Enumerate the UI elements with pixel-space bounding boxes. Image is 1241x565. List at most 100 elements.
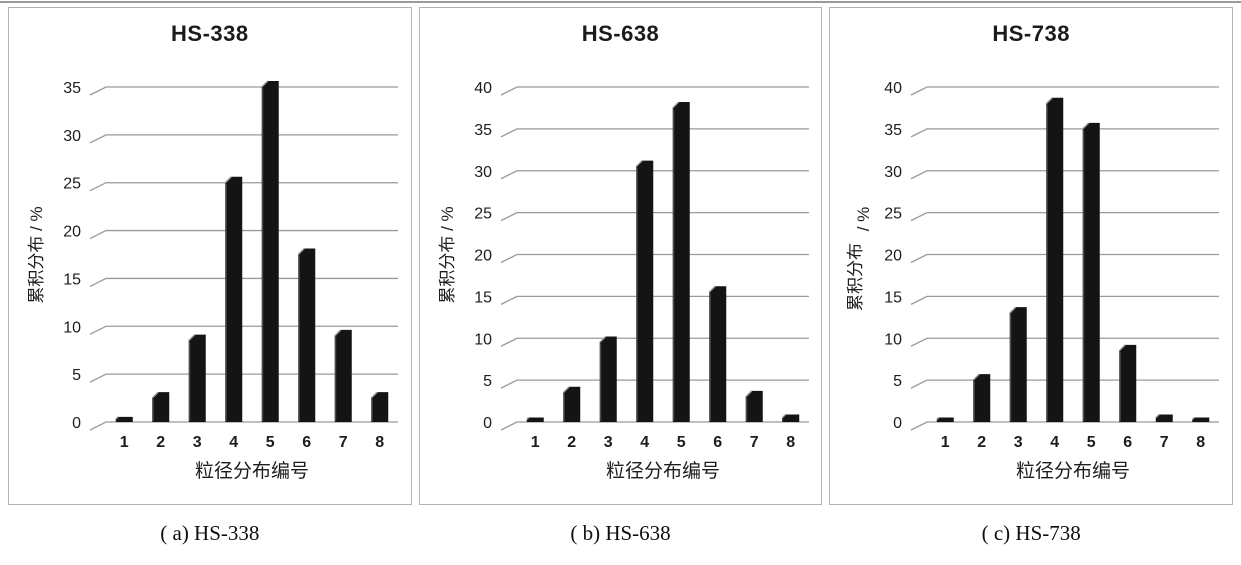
captions-row: ( a) HS-338 ( b) HS-638 ( c) HS-738 (0, 521, 1241, 546)
chart-panels-row: HS-338 0 5 10 15 20 25 30 35 1 2 3 4 5 6 7 8 粒径分布编号 累积分布 … (8, 7, 1234, 505)
bar (1082, 122, 1100, 422)
y-tick-label: 20 (884, 248, 902, 265)
bar-top-edge (370, 391, 378, 399)
y-tick-label: 0 (483, 415, 492, 432)
chart-title-hs738: HS-738 (992, 21, 1070, 46)
x-tick-label: 7 (339, 434, 348, 451)
chart-canvas-hs638: 0 5 10 15 20 25 30 35 40 1 2 3 4 5 6 7 8 粒径分布编号 累积分布 / % (438, 80, 809, 482)
bars (115, 80, 389, 422)
gridline (89, 182, 398, 192)
y-tick-label: 15 (474, 289, 492, 306)
gridlines: 0 5 10 15 20 25 30 35 40 (884, 80, 1220, 432)
gridline (910, 170, 1220, 180)
bar-top-edge (635, 160, 643, 168)
x-tick-label: 1 (941, 434, 950, 451)
y-tick-label: 35 (474, 122, 492, 139)
x-tick-label: 4 (1050, 434, 1059, 451)
bar-top-edge (1191, 416, 1195, 420)
gridlines: 0 5 10 15 20 25 30 35 (63, 80, 398, 432)
x-tick-label: 3 (193, 434, 202, 451)
bar (635, 160, 653, 422)
bar (298, 248, 316, 422)
x-tick-label: 3 (1014, 434, 1023, 451)
y-tick-label: 15 (63, 271, 81, 288)
bar-top-edge (1009, 306, 1017, 314)
y-tick-label: 5 (72, 367, 81, 384)
x-tick-label: 8 (375, 434, 384, 451)
bar (708, 286, 726, 422)
x-tick-label: 5 (266, 434, 275, 451)
gridline (910, 295, 1220, 305)
bar-top-edge (188, 334, 196, 342)
x-axis-title: 粒径分布编号 (195, 460, 309, 482)
x-tick-label: 4 (229, 434, 238, 451)
bars (936, 97, 1210, 422)
bar (1155, 414, 1173, 422)
y-tick-label: 10 (474, 331, 492, 348)
bar-top-edge (151, 391, 159, 399)
y-axis-title: / % (854, 207, 873, 232)
bar-top-edge (334, 329, 342, 337)
gridline (500, 421, 809, 431)
bar-top-edge (598, 335, 606, 343)
x-tick-label: 1 (530, 434, 539, 451)
x-tick-label: 2 (156, 434, 165, 451)
x-tick-label: 5 (1087, 434, 1096, 451)
y-tick-label: 15 (884, 289, 902, 306)
bar-top-edge (1045, 97, 1053, 105)
bar-top-edge (115, 416, 119, 420)
bar-top-edge (936, 416, 940, 420)
chart-title-hs638: HS-638 (581, 21, 660, 46)
y-tick-label: 10 (884, 331, 902, 348)
bar (745, 390, 763, 422)
gridline (500, 379, 809, 389)
x-tick-label: 5 (676, 434, 685, 451)
x-tick-label: 6 (1123, 434, 1132, 451)
x-tick-label: 2 (977, 434, 986, 451)
x-tick-label: 2 (567, 434, 576, 451)
bar-top-edge (1118, 344, 1126, 352)
gridline (89, 86, 398, 96)
gridline (500, 211, 809, 222)
x-tick-label: 8 (786, 434, 795, 451)
bar (599, 336, 617, 422)
gridline (910, 211, 1220, 222)
x-axis-title: 粒径分布编号 (1016, 460, 1130, 482)
bar (225, 176, 243, 422)
bar-top-edge (525, 416, 529, 420)
bar-top-edge (781, 413, 786, 419)
y-tick-label: 35 (884, 122, 902, 139)
bar (334, 329, 352, 422)
bar (973, 374, 991, 422)
y-tick-label: 5 (893, 373, 902, 390)
y-tick-label: 30 (63, 128, 81, 145)
bar-top-edge (297, 248, 305, 255)
bar (261, 81, 279, 422)
y-tick-label: 5 (483, 373, 492, 390)
y-tick-label: 20 (474, 248, 492, 265)
y-tick-label: 30 (474, 164, 492, 181)
x-axis-title: 粒径分布编号 (605, 460, 719, 482)
chart-panel-hs638: HS-638 0 5 10 15 20 25 30 35 40 1 2 3 4 5 6 7 8 粒径分布编号 累积分… (418, 7, 823, 505)
bar (188, 334, 206, 422)
x-tick-label: 7 (1160, 434, 1169, 451)
chart-panel-hs738: HS-738 0 5 10 15 20 25 30 35 40 1 2 3 4 5 6 7 8 粒径分布编号 累积分… (829, 7, 1234, 505)
y-tick-label: 40 (884, 80, 902, 97)
y-tick-label: 0 (72, 415, 81, 432)
y-tick-label: 25 (63, 176, 81, 193)
x-tick-label: 3 (603, 434, 612, 451)
gridline (89, 277, 398, 288)
bar (152, 392, 170, 422)
figure-top-border (0, 1, 1241, 3)
gridline (910, 379, 1220, 389)
caption-b: ( b) HS-638 (570, 521, 671, 545)
y-tick-label: 10 (63, 319, 81, 336)
bar (1009, 307, 1027, 422)
x-tick-label: 6 (302, 434, 311, 451)
caption-c: ( c) HS-738 (981, 521, 1081, 545)
gridline (89, 229, 398, 240)
bar (562, 386, 580, 422)
bar (1192, 417, 1210, 422)
gridline (89, 134, 398, 144)
